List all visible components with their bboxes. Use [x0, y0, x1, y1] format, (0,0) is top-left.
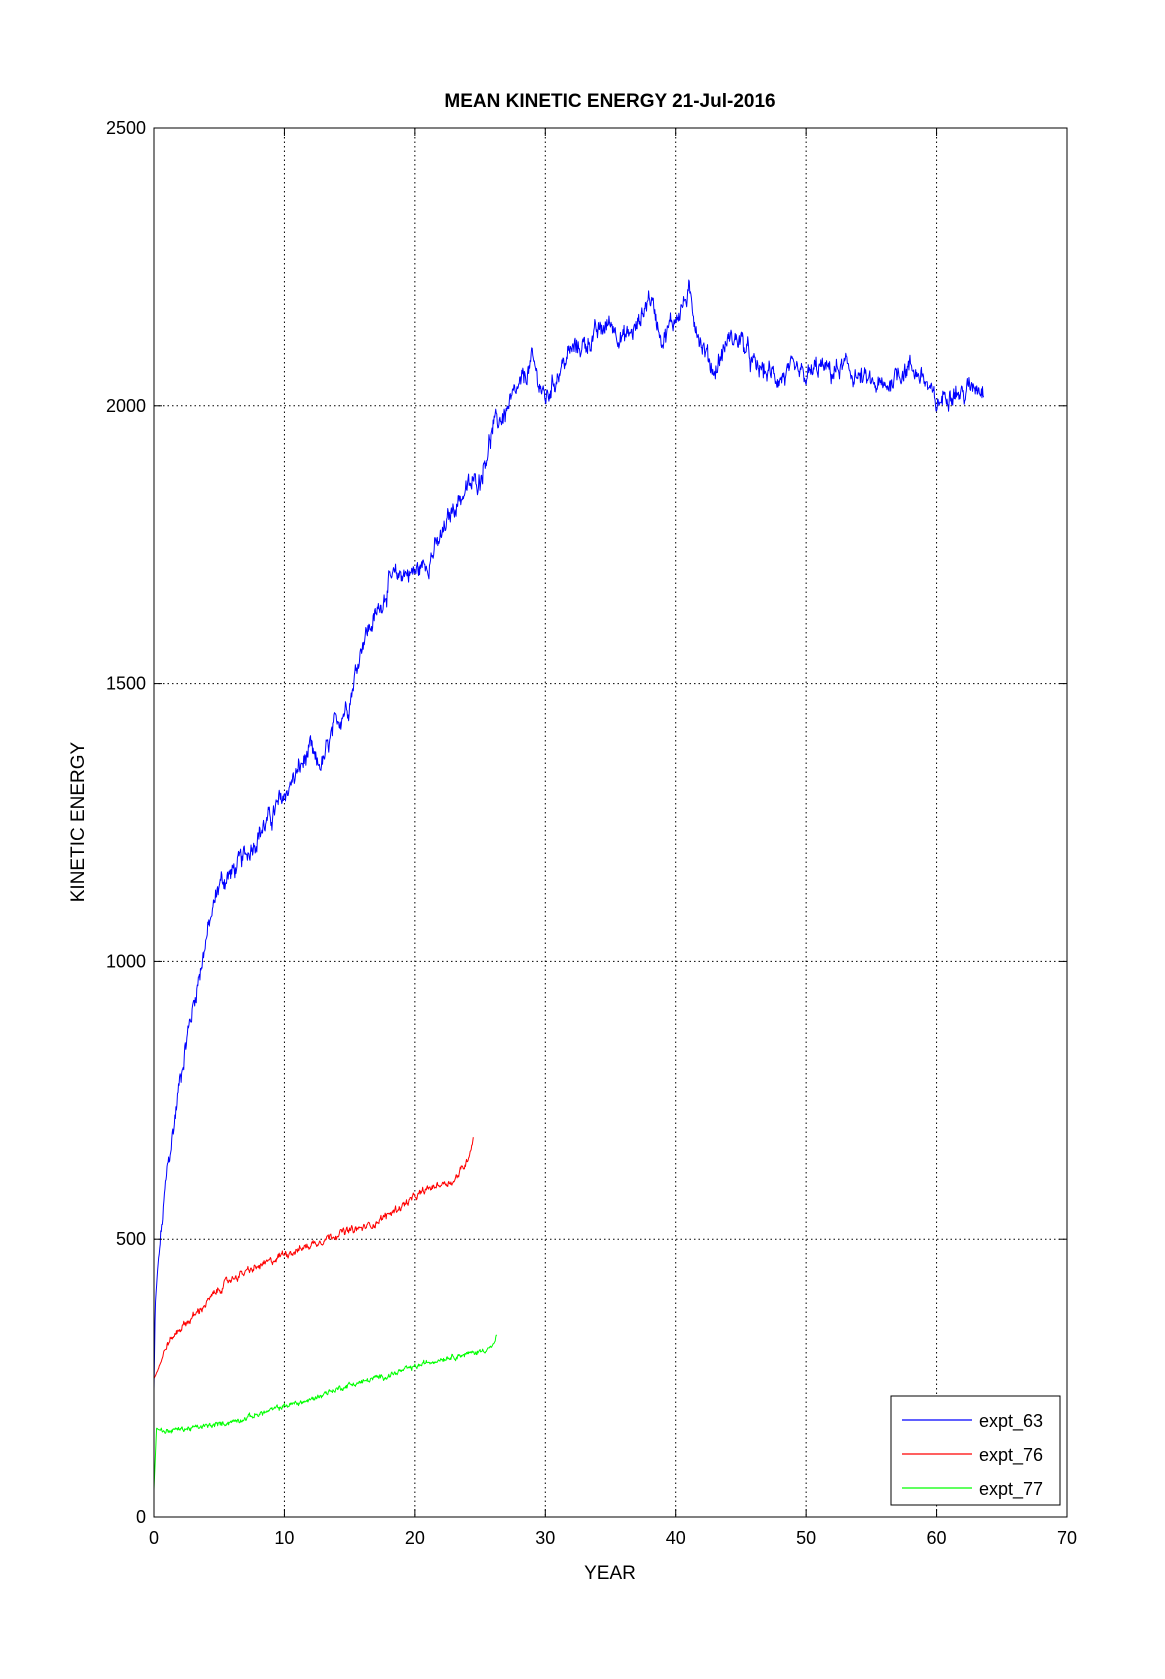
- legend-box: [890, 1395, 1061, 1506]
- series-group: [154, 279, 985, 1490]
- ticks: [153, 127, 1068, 1518]
- legend-label-expt-76: expt_76: [979, 1445, 1043, 1466]
- chart-title: MEAN KINETIC ENERGY 21-Jul-2016: [444, 91, 775, 112]
- series-line-expt-76: [154, 1137, 474, 1379]
- series-line-expt-63: [154, 279, 985, 1390]
- x-tick-label: 70: [1057, 1528, 1077, 1548]
- x-tick-label: 50: [796, 1528, 816, 1548]
- x-tick-label: 30: [535, 1528, 555, 1548]
- plot-area: [154, 128, 1067, 1517]
- y-tick-label: 0: [136, 1507, 146, 1527]
- grid: [154, 128, 1067, 1517]
- y-axis-label: KINETIC ENERGY: [68, 741, 89, 902]
- x-tick-label: 0: [149, 1528, 159, 1548]
- x-tick-label: 20: [405, 1528, 425, 1548]
- x-tick-label: 40: [666, 1528, 686, 1548]
- y-tick-label: 2500: [106, 118, 146, 138]
- tick-labels: 0 10 20 30 40 50 60 70 0 500 1000 1500 2000 2500: [106, 118, 1077, 1548]
- legend: expt_63 expt_76 expt_77: [890, 1395, 1061, 1506]
- x-axis-label: YEAR: [584, 1563, 636, 1584]
- axes-box: [153, 127, 1068, 1518]
- y-tick-label: 1500: [106, 674, 146, 694]
- x-tick-label: 10: [274, 1528, 294, 1548]
- legend-label-expt-63: expt_63: [979, 1411, 1043, 1432]
- legend-label-expt-77: expt_77: [979, 1479, 1043, 1500]
- series-line-expt-77: [154, 1334, 498, 1490]
- y-tick-label: 500: [116, 1229, 146, 1249]
- x-tick-label: 60: [927, 1528, 947, 1548]
- y-tick-label: 1000: [106, 951, 146, 971]
- y-tick-label: 2000: [106, 396, 146, 416]
